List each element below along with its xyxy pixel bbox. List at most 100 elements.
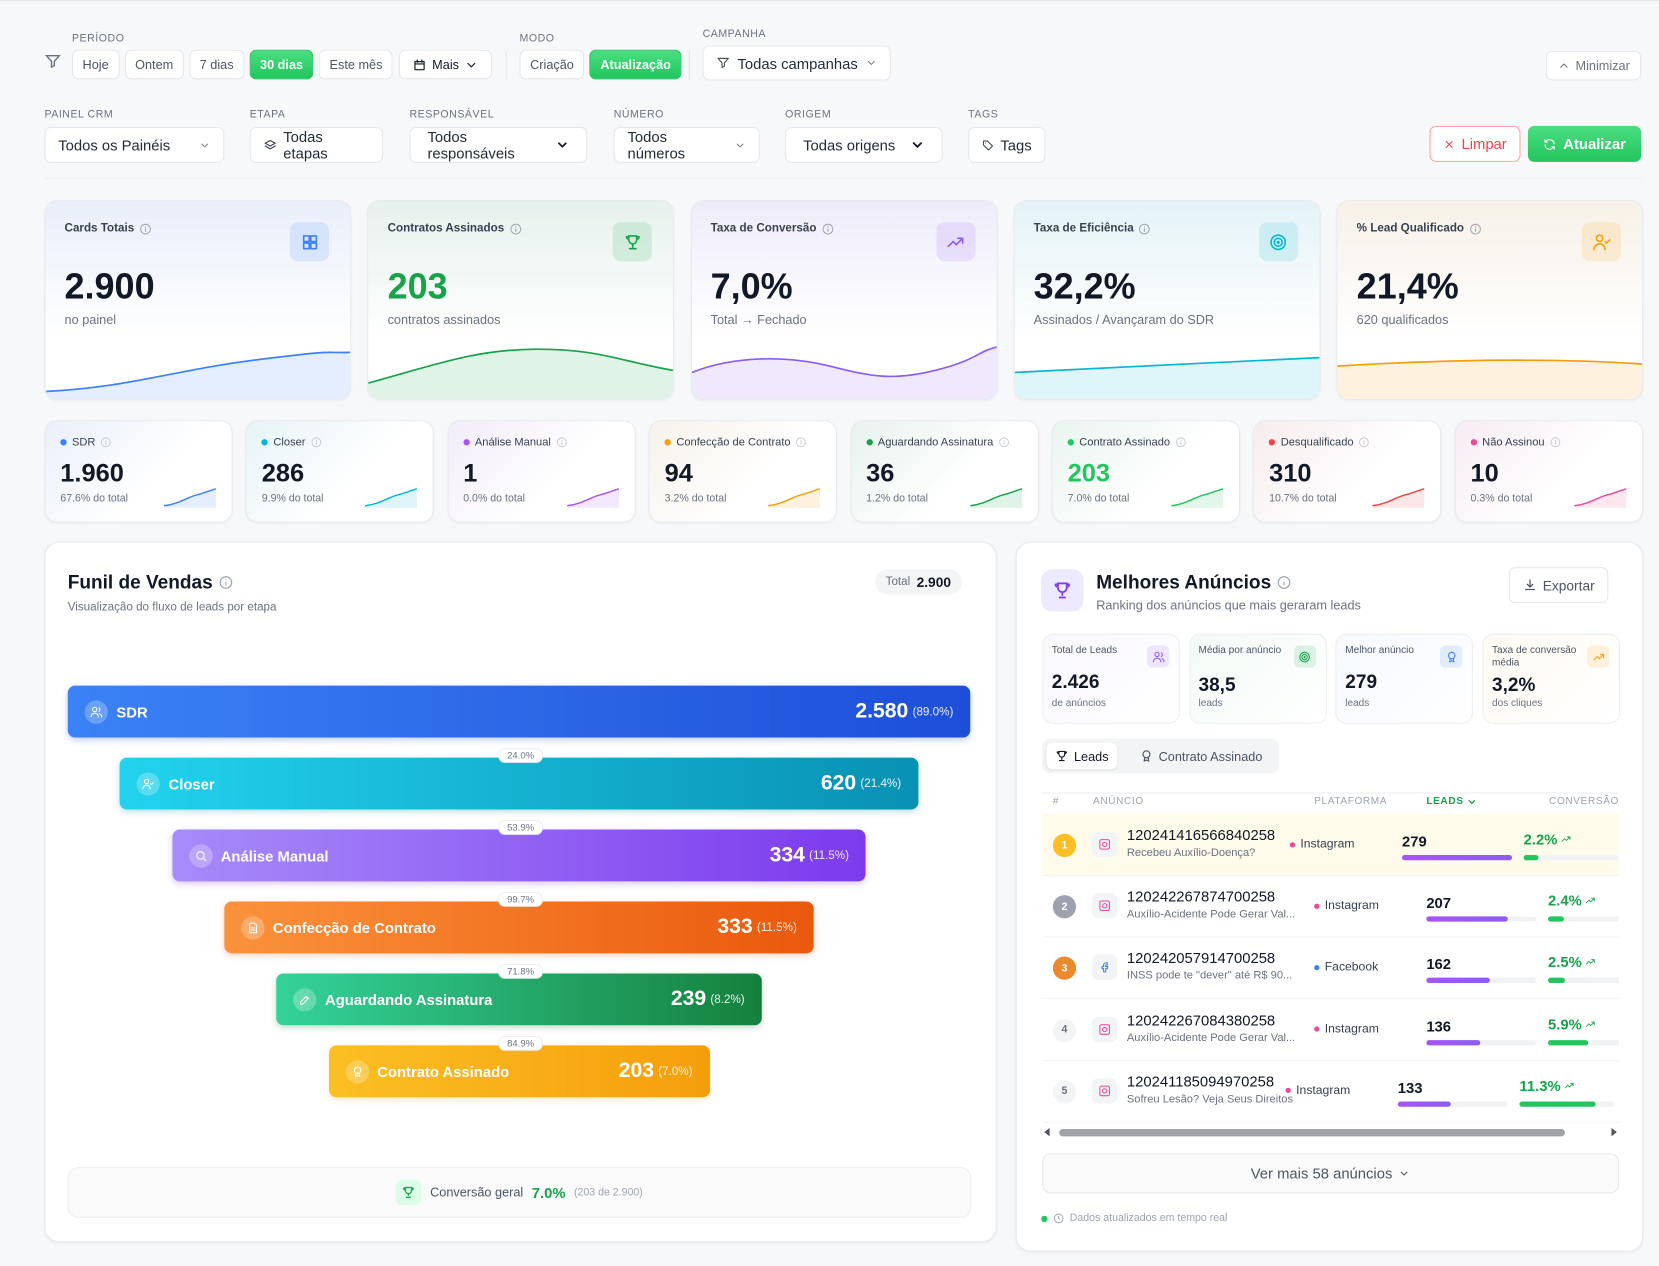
funnel-value: 333 [717,915,753,939]
stat-value: 3,2% [1492,674,1536,696]
refresh-button[interactable]: Atualizar [1527,125,1642,162]
period-button[interactable]: Este mês [318,49,394,80]
conv-track [1548,978,1619,984]
period-button[interactable]: 7 dias [189,49,245,80]
stage-sub: 3.2% do total [664,493,727,505]
mode-button[interactable]: Atualização [589,49,682,80]
icon [1585,959,1595,965]
stat-sub: dos cliques [1492,697,1543,709]
icon [1099,1085,1110,1096]
stat-card: Melhor anúncio 279 leads [1335,633,1474,724]
stage-sub: 7.0% do total [1067,493,1130,505]
sparkline [1014,339,1320,399]
stat-sub: leads [1198,697,1223,709]
export-button[interactable]: Exportar [1508,567,1609,604]
field-select[interactable]: Todos responsáveis [409,126,588,163]
period-button[interactable]: Mais [399,49,492,80]
stat-icon [1146,645,1170,668]
stage-card: Contrato Assinado 203 7.0% do total [1051,420,1241,523]
platform-dot [1314,964,1320,971]
stat-value: 279 [1345,670,1378,692]
conv-track [1523,854,1619,861]
column-header: LEADS [1426,796,1477,807]
icon [796,437,807,448]
scrollbar[interactable] [1042,1126,1619,1139]
platform: Facebook [1314,961,1378,974]
mode-button[interactable]: Criação [519,49,585,80]
stat-card: Média por anúncio 38,5 leads [1188,633,1327,724]
stage-card: Não Assinou 10 0.3% do total [1454,420,1644,523]
minimize-button[interactable]: Minimizar [1545,50,1642,81]
column-label: # [1052,795,1060,808]
field-value: Todas etapas [283,128,328,162]
platform-dot [1285,1088,1291,1094]
period-button[interactable]: Hoje [71,49,120,80]
period-button[interactable]: Ontem [124,49,184,80]
vsep [688,50,690,81]
ad-row: 3 120242057914700258 INSS pode te "dever" … [1042,937,1619,1000]
sparkline-svg [1014,356,1320,399]
platform-icon [1091,1016,1118,1042]
more-button[interactable]: Ver mais 58 anúncios [1042,1153,1619,1194]
stage-spark [163,487,217,513]
field-label: NÚMERO [613,108,664,121]
total-pill: Total 2.900 [875,569,962,595]
icon [302,234,317,249]
kpi-sub: Assinados / Avançaram do SDR [1033,312,1215,327]
platform-name: Facebook [1324,961,1379,974]
sparkline [691,339,997,399]
kpi-title: Contratos Assinados [387,222,505,235]
field-select[interactable]: Tags [968,126,1046,163]
funnel-icon [345,1059,369,1083]
icon [353,1066,361,1077]
icon [1560,63,1568,68]
tab[interactable]: Contrato Assinado [1131,743,1271,769]
stat-sub: de anúncios [1051,697,1106,709]
conversion-value: 2.2% [1523,830,1558,848]
stage-spark [1574,487,1627,513]
leads-bar [1397,1101,1451,1107]
rank-badge: 4 [1052,1018,1077,1042]
tabs: Leads Contrato Assinado [1042,738,1280,774]
funnel-icon [84,699,108,724]
icon [1139,223,1151,234]
leads-value: 162 [1426,955,1452,973]
field-select[interactable]: Todos números [613,126,760,163]
field-select[interactable]: Todas etapas [249,126,384,163]
ad-name: INSS pode te "dever" até R$ 90... [1126,969,1293,983]
icon [1469,223,1481,234]
icon [1299,651,1311,662]
icon [736,143,744,147]
button-row: Hoje Ontem 7 dias 30 dias Este mês Mais [71,49,492,80]
funnel-footer: Conversão geral 7.0% (203 de 2.900) [67,1167,972,1218]
funnel-pct: (8.2%) [710,993,745,1006]
conv-bar [1519,1101,1596,1107]
ad-id: 120241185094970258 [1126,1072,1275,1090]
field-select[interactable]: Todos os Painéis [44,126,225,163]
platform-name: Instagram [1300,838,1355,851]
ads-panel: Melhores Anúncios Ranking dos anúncios q… [1015,541,1644,1252]
stat-label: Total de Leads [1051,644,1118,657]
sparkline-svg [368,348,674,399]
stage-dot [1470,439,1477,446]
stage-name-wrap: Análise Manual [463,436,567,449]
funnel-value: 620 [820,771,857,795]
funnel-name: Closer [168,775,215,792]
period-button[interactable]: 30 dias [249,49,314,80]
funnel-pct: (7.0%) [658,1064,693,1078]
period-option: Este mês [329,57,383,72]
icon [1585,897,1595,904]
icon [1585,1021,1595,1027]
stage-card: Closer 286 9.9% do total [245,420,435,523]
tab[interactable]: Leads [1046,742,1118,770]
clear-button[interactable]: Limpar [1429,125,1521,162]
kpi-title-wrap: Taxa de Conversão [711,222,834,235]
field-select[interactable]: Todas origens [785,126,943,163]
stage-name: Aguardando Assinatura [877,435,994,449]
campaign-select[interactable]: Todas campanhas [702,45,891,81]
column-label: CONVERSÃO [1549,795,1620,808]
stage-name-wrap: Desqualificado [1269,436,1370,449]
stat-icon [1587,645,1610,668]
stage-name-wrap: Aguardando Assinatura [866,436,1009,449]
